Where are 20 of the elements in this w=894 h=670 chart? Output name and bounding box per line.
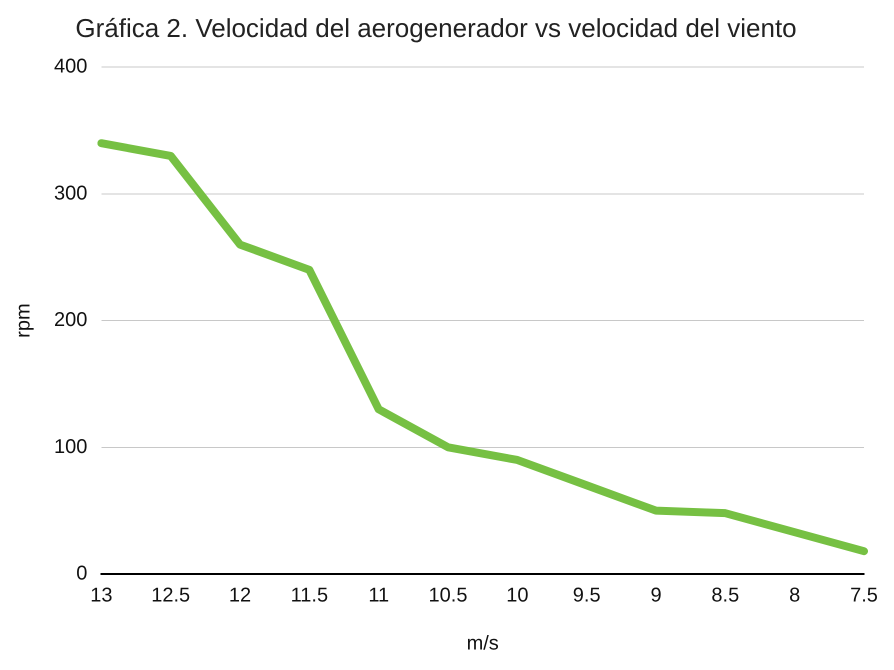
x-tick-label: 12: [228, 584, 252, 607]
x-tick-label: 8: [789, 584, 800, 607]
x-tick-label: 9: [650, 584, 662, 607]
y-tick-label: 0: [76, 562, 88, 585]
x-tick-label: 12.5: [151, 584, 190, 607]
y-axis-title: rpm: [12, 303, 35, 338]
y-tick-label: 200: [54, 309, 88, 332]
x-tick-label: 8.5: [711, 584, 740, 607]
x-tick-label: 7.5: [850, 584, 878, 607]
x-tick-label: 10: [506, 584, 528, 607]
x-tick-label: 10.5: [428, 584, 468, 607]
x-tick-label: 9.5: [572, 584, 601, 607]
chart-title: Gráfica 2. Velocidad del aerogenerador vs velocidad del viento: [75, 12, 797, 43]
y-tick-label: 400: [54, 56, 88, 78]
x-axis-title: m/s: [466, 632, 499, 655]
x-tick-label: 11: [368, 584, 390, 607]
x-tick-label: 11.5: [290, 584, 328, 607]
x-tick-label: 13: [90, 584, 112, 607]
y-tick-label: 100: [54, 436, 88, 458]
y-tick-label: 300: [54, 182, 88, 204]
